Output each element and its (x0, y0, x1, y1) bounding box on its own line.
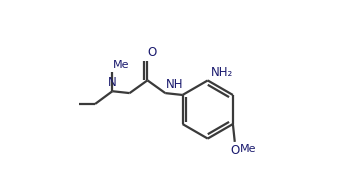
Text: O: O (147, 46, 157, 59)
Text: O: O (230, 144, 240, 157)
Text: Me: Me (113, 60, 129, 70)
Text: N: N (108, 76, 117, 89)
Text: NH₂: NH₂ (211, 66, 233, 79)
Text: Me: Me (240, 144, 256, 154)
Text: NH: NH (166, 78, 183, 91)
